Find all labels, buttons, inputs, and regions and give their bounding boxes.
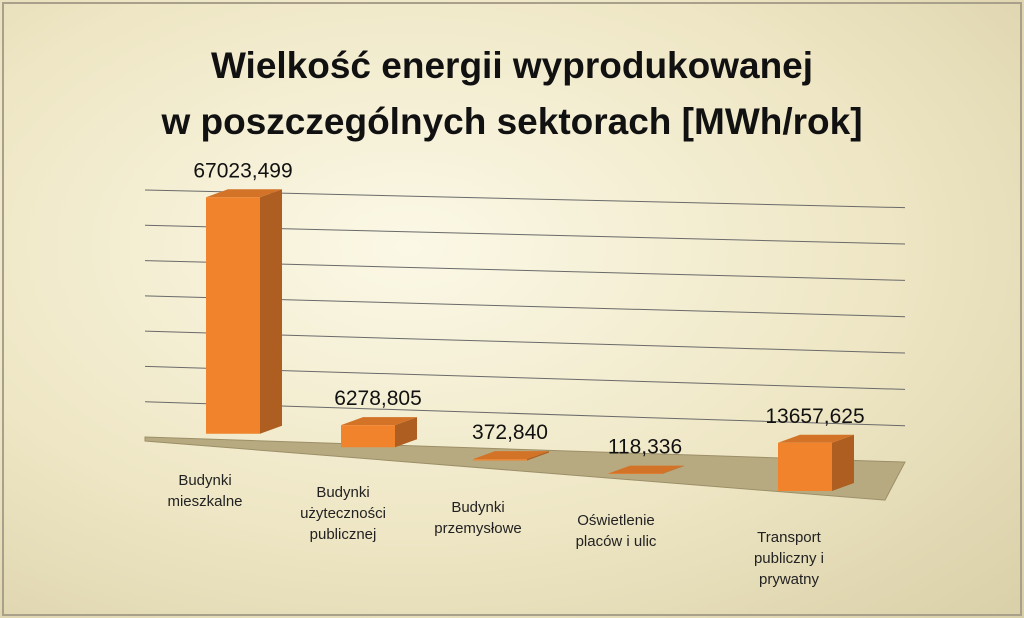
x-tick-label: Budynki mieszkalne [167, 472, 243, 510]
bar-top [206, 189, 282, 198]
bar [341, 417, 417, 448]
x-tick-label: Transport publiczny i prywatny [753, 529, 825, 588]
bar [608, 465, 684, 474]
data-label: 67023,499 [193, 159, 292, 182]
bar [473, 451, 549, 461]
chart-title: w poszczególnych sektorach [MWh/rok] [160, 101, 862, 142]
data-label: 13657,625 [765, 405, 864, 428]
x-tick-label: Oświetlenie placów i ulic [575, 512, 657, 550]
data-label: 372,840 [472, 421, 548, 444]
bar-side [832, 434, 854, 491]
floor [144, 436, 906, 501]
chart-title: Wielkość energii wyprodukowanej [211, 45, 813, 86]
bar-top [341, 417, 417, 426]
bar-front [778, 442, 832, 491]
bar-top [473, 451, 549, 460]
x-tick-label: Budynki przemysłowe [434, 499, 522, 537]
bar-top [608, 465, 684, 474]
bar [778, 434, 854, 491]
bar-side [260, 189, 282, 434]
bar [206, 189, 282, 434]
data-label: 118,336 [608, 436, 682, 459]
bar-front [206, 197, 260, 434]
x-tick-label: Budynki użyteczności publicznej [300, 484, 386, 543]
bar-front [341, 425, 395, 448]
bar-side [662, 465, 684, 474]
data-label: 6278,805 [334, 387, 422, 410]
bar-side [527, 451, 549, 461]
bar-top [778, 434, 854, 443]
bar-side [395, 417, 417, 448]
bar-front [473, 459, 527, 461]
